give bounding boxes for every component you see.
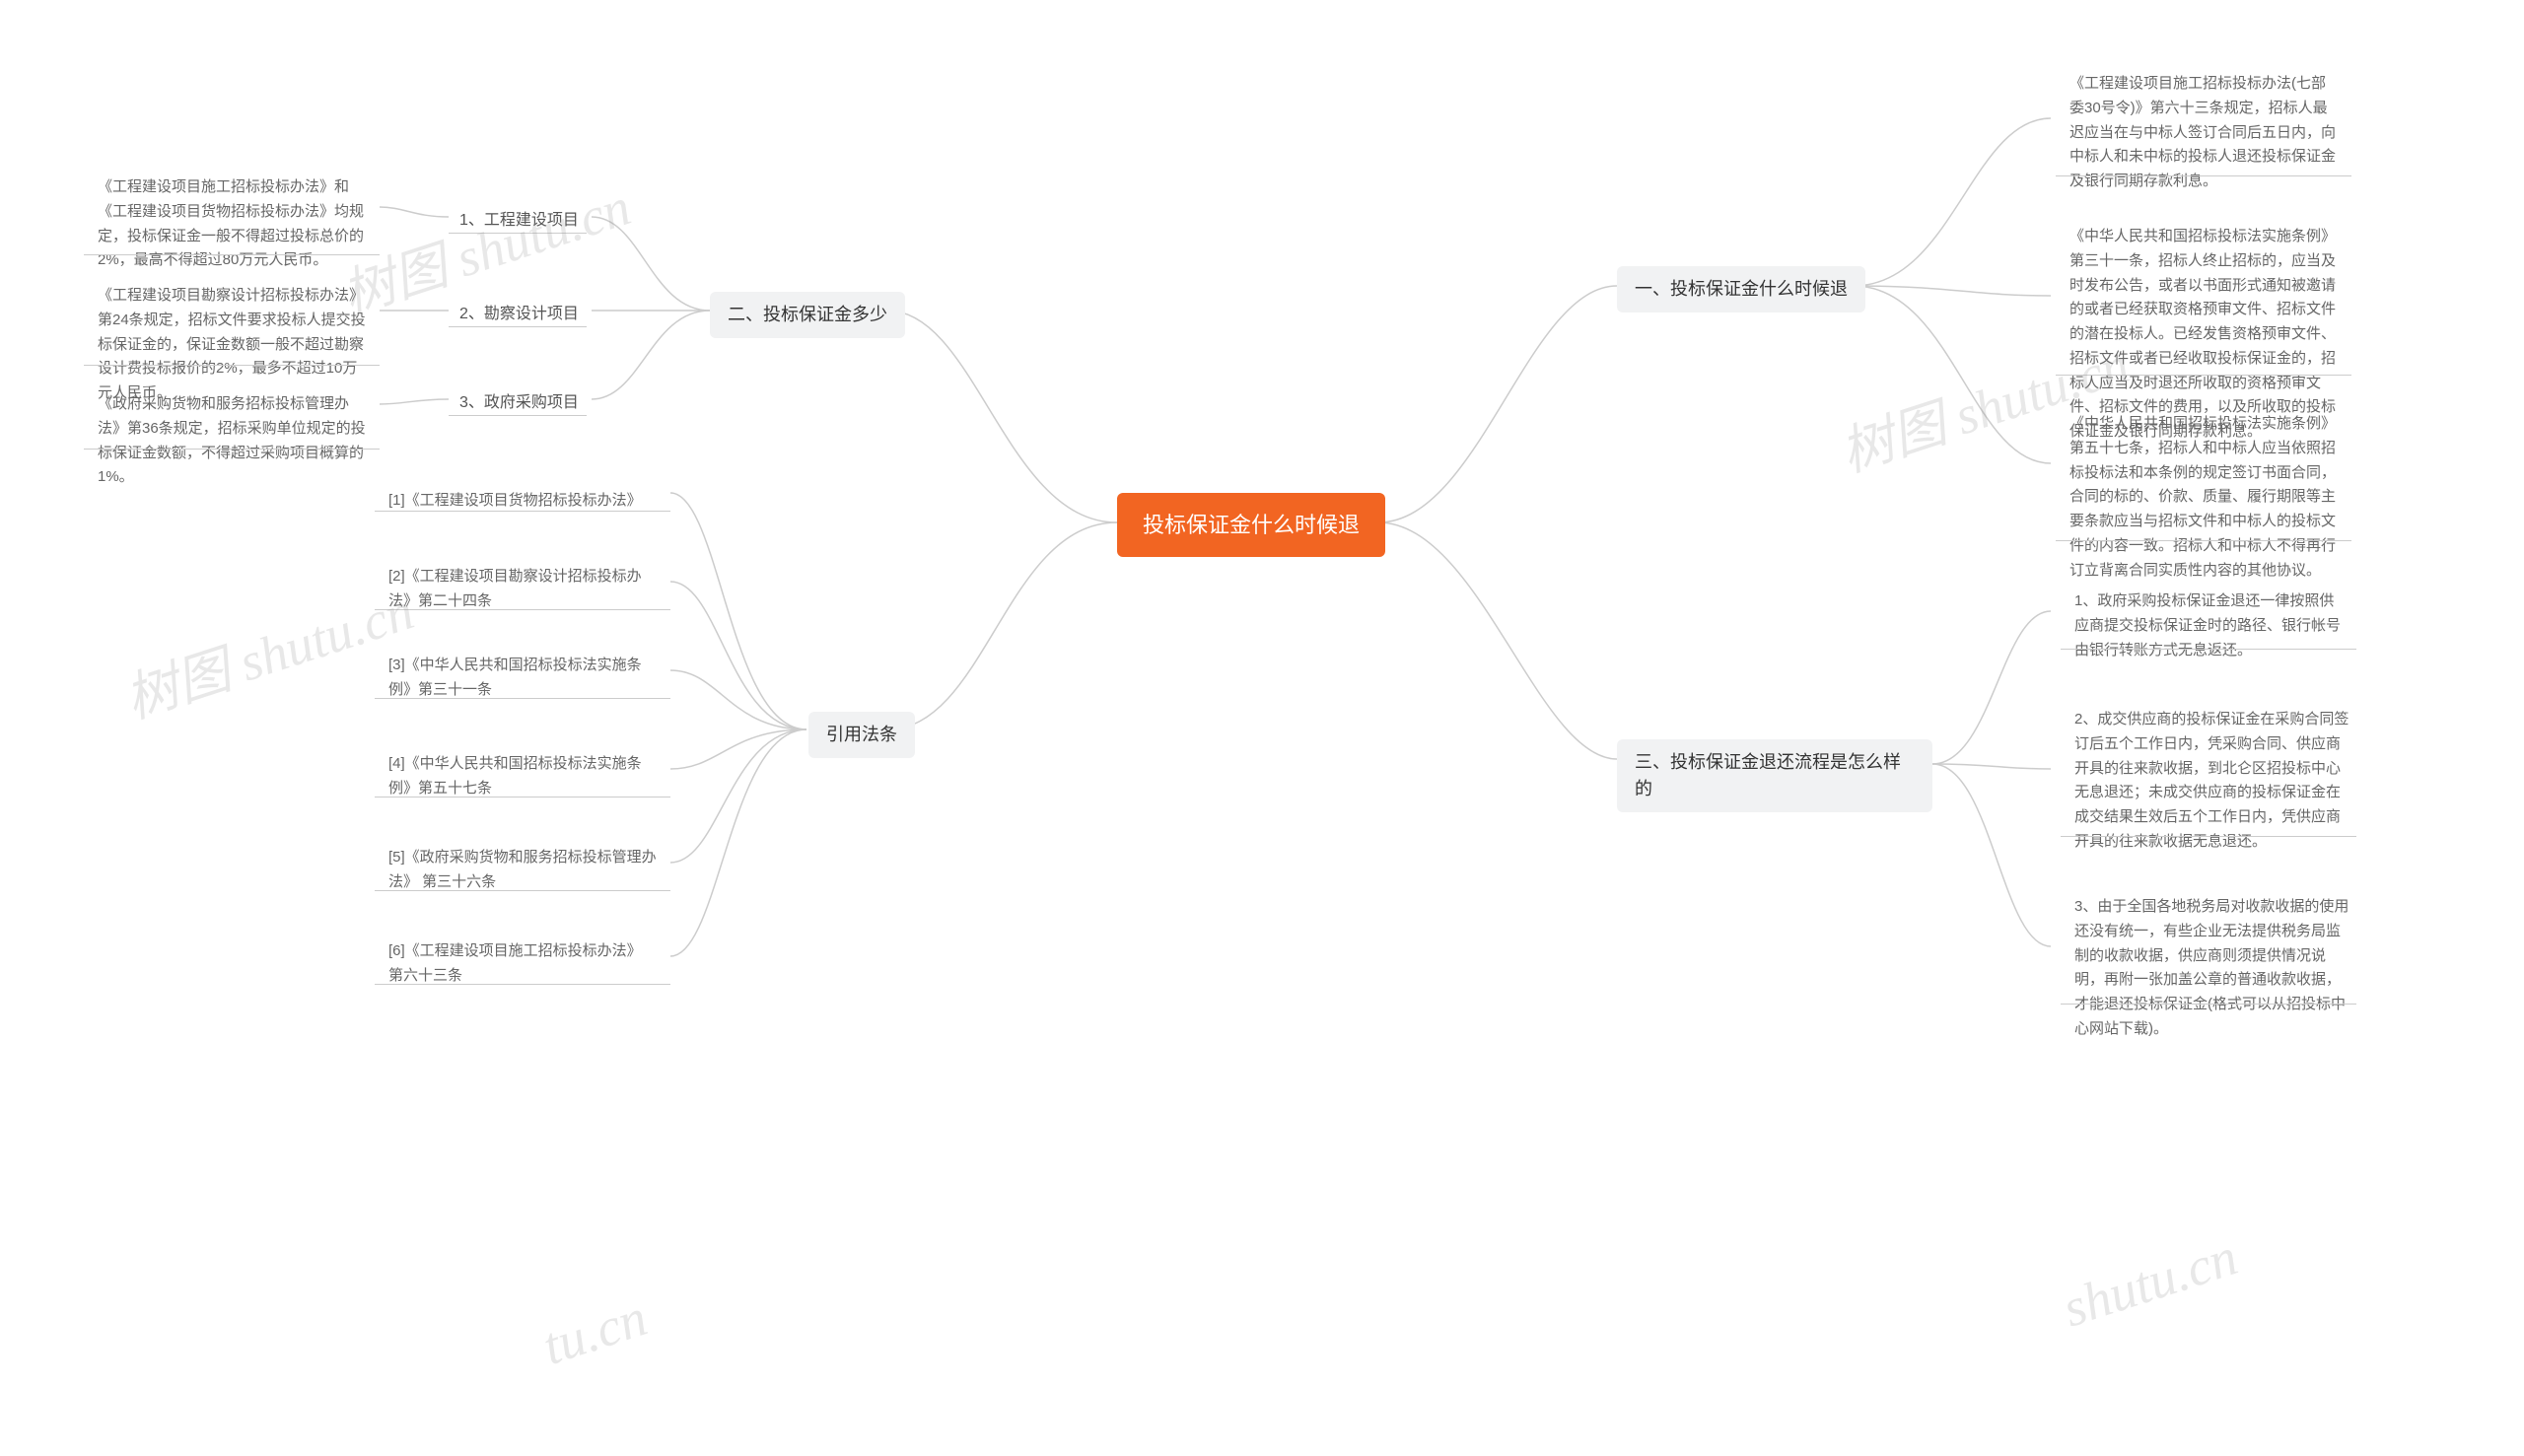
leaf-text: [5]《政府采购货物和服务招标投标管理办法》 第三十六条: [388, 849, 657, 890]
leaf-l1-3: 《政府采购货物和服务招标投标管理办法》第36条规定，招标采购单位规定的投标保证金…: [84, 384, 380, 498]
leaf-underline: [375, 698, 670, 699]
leaf-underline: [375, 890, 670, 891]
leaf-underline: [375, 984, 670, 985]
leaf-text: [1]《工程建设项目货物招标投标办法》: [388, 492, 642, 509]
watermark-text: tu.cn: [535, 1287, 654, 1376]
leaf-underline: [2061, 1004, 2356, 1005]
leaf-l2-4: [4]《中华人民共和国招标投标法实施条例》第五十七条: [375, 744, 670, 809]
leaf-text: 3、由于全国各地税务局对收款收据的使用还没有统一，有些企业无法提供税务局监制的收…: [2074, 898, 2349, 1037]
leaf-l2-2: [2]《工程建设项目勘察设计招标投标办法》第二十四条: [375, 557, 670, 622]
branch-left-2: 引用法条: [808, 712, 915, 758]
leaf-text: 《中华人民共和国招标投标法实施条例》 第五十七条，招标人和中标人应当依照招标投标…: [2069, 415, 2336, 579]
leaf-underline: [2056, 175, 2351, 176]
sub-label: 1、工程建设项目: [459, 212, 579, 229]
leaf-r1-1: 《工程建设项目施工招标投标办法(七部委30号令)》第六十三条规定，招标人最迟应当…: [2056, 64, 2351, 202]
leaf-underline: [375, 609, 670, 610]
leaf-r1-3: 《中华人民共和国招标投标法实施条例》 第五十七条，招标人和中标人应当依照招标投标…: [2056, 404, 2351, 590]
leaf-underline: [2061, 836, 2356, 837]
leaf-text: [4]《中华人民共和国招标投标法实施条例》第五十七条: [388, 755, 642, 797]
leaf-text: 《工程建设项目施工招标投标办法(七部委30号令)》第六十三条规定，招标人最迟应当…: [2069, 75, 2336, 189]
watermark: shutu.cn: [2056, 1225, 2245, 1339]
sub-label: 3、政府采购项目: [459, 394, 579, 411]
leaf-l2-5: [5]《政府采购货物和服务招标投标管理办法》 第三十六条: [375, 838, 670, 903]
sub-label: 2、勘察设计项目: [459, 306, 579, 322]
branch-left-1: 二、投标保证金多少: [710, 292, 905, 338]
sub-underline: [449, 415, 587, 416]
leaf-l2-1: [1]《工程建设项目货物招标投标办法》: [375, 481, 656, 521]
leaf-text: 《政府采购货物和服务招标投标管理办法》第36条规定，招标采购单位规定的投标保证金…: [98, 395, 366, 485]
branch-label: 二、投标保证金多少: [728, 305, 887, 324]
root-label: 投标保证金什么时候退: [1143, 513, 1360, 537]
branch-label: 引用法条: [826, 725, 897, 744]
leaf-text: 2、成交供应商的投标保证金在采购合同签订后五个工作日内，凭采购合同、供应商开具的…: [2074, 711, 2349, 850]
leaf-r2-3: 3、由于全国各地税务局对收款收据的使用还没有统一，有些企业无法提供税务局监制的收…: [2061, 887, 2366, 1050]
branch-label: 一、投标保证金什么时候退: [1635, 279, 1848, 299]
sub-underline: [449, 233, 587, 234]
leaf-underline: [375, 511, 670, 512]
leaf-underline: [2056, 375, 2351, 376]
watermark-text: shutu.cn: [2056, 1226, 2244, 1338]
branch-right-1: 一、投标保证金什么时候退: [1617, 266, 1865, 312]
leaf-l2-3: [3]《中华人民共和国招标投标法实施条例》第三十一条: [375, 646, 670, 711]
leaf-r2-2: 2、成交供应商的投标保证金在采购合同签订后五个工作日内，凭采购合同、供应商开具的…: [2061, 700, 2366, 863]
leaf-underline: [84, 449, 380, 450]
leaf-l1-1: 《工程建设项目施工招标投标办法》和《工程建设项目货物招标投标办法》均规定，投标保…: [84, 168, 380, 281]
leaf-underline: [84, 365, 380, 366]
leaf-text: [6]《工程建设项目施工招标投标办法》 第六十三条: [388, 942, 642, 984]
leaf-underline: [2061, 649, 2356, 650]
leaf-underline: [2056, 540, 2351, 541]
branch-right-2: 三、投标保证金退还流程是怎么样的: [1617, 739, 1932, 812]
sub-underline: [449, 326, 587, 327]
leaf-l2-6: [6]《工程建设项目施工招标投标办法》 第六十三条: [375, 932, 670, 997]
leaf-underline: [84, 254, 380, 255]
branch-label: 三、投标保证金退还流程是怎么样的: [1635, 752, 1901, 798]
leaf-text: [3]《中华人民共和国招标投标法实施条例》第三十一条: [388, 657, 642, 698]
leaf-text: [2]《工程建设项目勘察设计招标投标办法》第二十四条: [388, 568, 642, 609]
watermark: tu.cn: [535, 1286, 654, 1377]
leaf-r2-1: 1、政府采购投标保证金退还一律按照供应商提交投标保证金时的路径、银行帐号由银行转…: [2061, 582, 2356, 670]
root-node: 投标保证金什么时候退: [1117, 493, 1385, 557]
